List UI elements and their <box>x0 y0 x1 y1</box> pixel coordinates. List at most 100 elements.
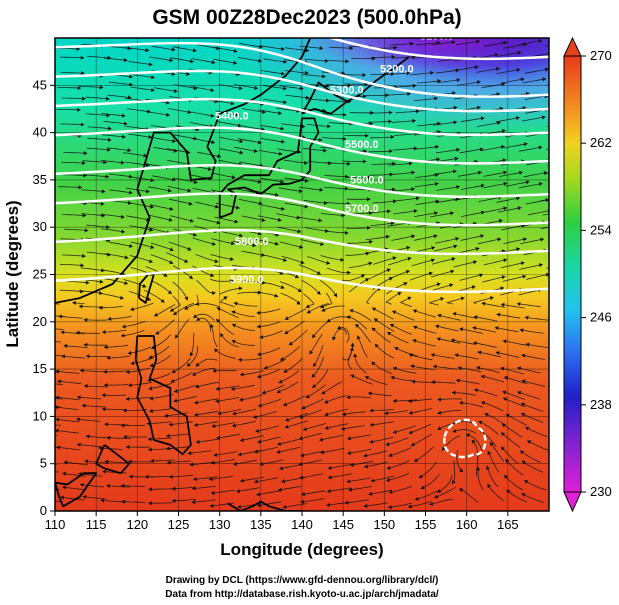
streamline <box>146 111 170 116</box>
streamline <box>214 216 239 223</box>
streamline <box>237 138 262 144</box>
streamline-arrow <box>451 257 456 262</box>
streamline <box>194 421 218 426</box>
streamline-arrow <box>77 85 82 91</box>
streamline-arrow <box>148 62 153 67</box>
streamline-arrow <box>171 498 176 503</box>
streamline <box>172 281 189 301</box>
streamline-arrow <box>50 301 53 305</box>
streamline <box>324 174 349 178</box>
streamline-arrow <box>231 175 236 180</box>
streamline <box>104 253 129 259</box>
streamline-arrow <box>58 314 63 319</box>
streamline <box>495 351 520 358</box>
streamline <box>147 186 172 192</box>
streamline-arrow <box>170 379 175 383</box>
streamline <box>329 46 354 49</box>
streamline-arrow <box>149 396 154 401</box>
streamline <box>55 328 64 330</box>
streamline <box>107 94 132 99</box>
streamline <box>408 398 433 402</box>
streamline-arrow <box>121 113 126 118</box>
streamline-arrow <box>61 354 66 359</box>
streamline-arrow <box>234 219 239 224</box>
streamline-arrow <box>521 353 526 358</box>
streamline-arrow <box>83 173 87 178</box>
streamline <box>169 295 181 312</box>
streamline-arrow <box>147 437 152 442</box>
streamline-arrow <box>412 338 417 343</box>
streamline <box>521 354 546 360</box>
streamline <box>171 357 191 374</box>
streamline-arrow <box>128 174 133 179</box>
streamline <box>327 487 351 492</box>
y-axis-label: Latitude (degrees) <box>3 200 22 347</box>
streamline-arrow <box>411 170 415 175</box>
streamline-arrow <box>353 353 358 358</box>
streamline-arrow <box>312 334 316 338</box>
streamline-arrow <box>104 383 108 388</box>
streamline-arrow <box>487 484 492 489</box>
streamline <box>412 309 437 318</box>
streamline <box>165 252 189 263</box>
streamline-arrow <box>106 435 111 440</box>
streamline <box>366 210 391 214</box>
streamline-arrow <box>538 145 543 150</box>
streamline-arrow <box>281 479 286 484</box>
contour-line <box>55 69 549 113</box>
streamline <box>416 42 441 46</box>
streamline-arrow <box>388 489 393 495</box>
streamline <box>337 327 350 343</box>
streamline-arrow <box>128 383 132 388</box>
streamline <box>453 261 477 268</box>
contour-line <box>55 266 549 294</box>
streamline <box>120 330 145 337</box>
streamline <box>518 146 543 152</box>
streamline <box>107 315 132 320</box>
streamline-arrow <box>34 460 38 464</box>
streamline <box>195 358 218 367</box>
streamline <box>281 255 305 264</box>
streamline-arrow <box>429 501 434 506</box>
streamline-arrow <box>80 368 84 373</box>
streamline <box>150 254 174 264</box>
streamline-arrow <box>123 121 128 126</box>
contour-label: 5700.0 <box>345 203 379 215</box>
streamline <box>527 210 549 216</box>
y-tick-label: 30 <box>33 219 47 234</box>
streamline-arrow <box>485 465 490 470</box>
streamline <box>408 408 433 414</box>
streamline <box>489 441 505 462</box>
streamline-arrow <box>239 397 244 402</box>
streamline <box>452 312 477 319</box>
streamline-arrow <box>257 140 262 145</box>
streamline-arrow <box>405 269 410 274</box>
streamline <box>76 444 101 448</box>
streamline <box>326 202 351 205</box>
streamline-arrow <box>505 459 510 464</box>
streamline-arrow <box>104 345 108 350</box>
streamline <box>431 41 456 46</box>
streamline <box>258 109 282 114</box>
streamline-arrow <box>437 397 442 402</box>
streamline-arrow <box>437 426 442 430</box>
contour-line <box>55 192 549 227</box>
streamline-arrow <box>344 186 349 191</box>
streamline-arrow <box>84 459 89 464</box>
streamline <box>231 323 256 331</box>
streamline <box>460 235 485 241</box>
credit-line-1: Drawing by DCL (https://www.gfd-dennou.o… <box>166 575 439 586</box>
streamline <box>369 173 394 176</box>
streamline <box>277 438 301 445</box>
streamline-arrow <box>256 324 261 329</box>
streamline <box>521 460 544 473</box>
streamline <box>60 496 85 501</box>
streamline-arrow <box>235 112 240 117</box>
streamline-arrow <box>414 458 419 462</box>
streamline-arrow <box>369 210 373 216</box>
streamline <box>233 146 258 152</box>
streamline <box>215 397 239 402</box>
streamline <box>370 222 395 226</box>
streamline <box>63 461 88 466</box>
streamline <box>505 181 530 187</box>
